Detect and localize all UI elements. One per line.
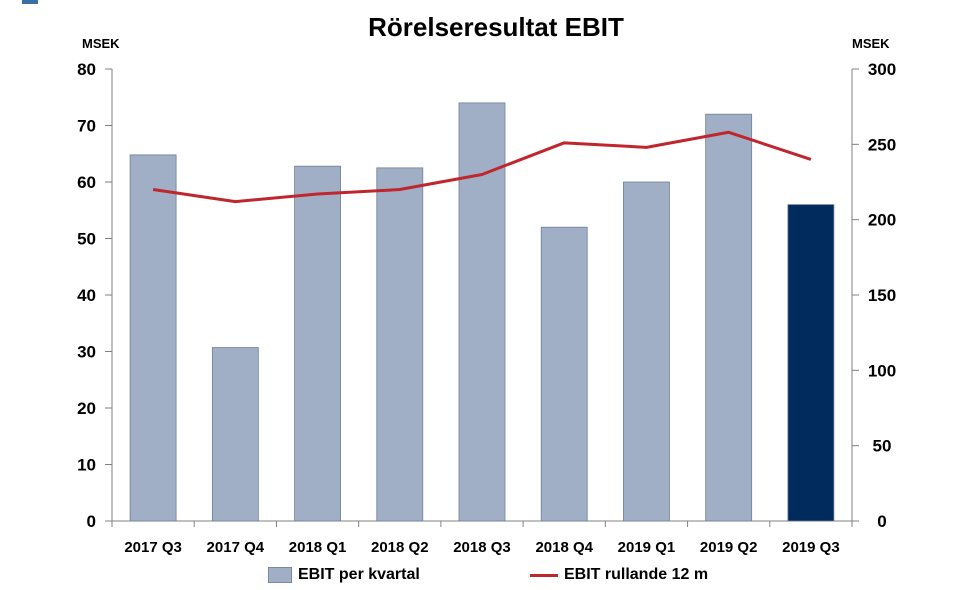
bar-ebit-per-kvartal xyxy=(376,167,424,522)
x-axis-category-label: 2018 Q3 xyxy=(453,539,511,556)
right-axis-tick-label: 250 xyxy=(868,135,896,154)
x-axis-category-label: 2019 Q3 xyxy=(782,539,840,556)
right-axis-tick-label: 300 xyxy=(868,60,896,79)
line-ebit-rullande-12m xyxy=(152,130,812,204)
bar-ebit-per-kvartal xyxy=(294,165,341,522)
left-axis-tick-label: 30 xyxy=(77,343,96,362)
bar-ebit-per-kvartal xyxy=(787,204,835,522)
bar-ebit-per-kvartal xyxy=(129,154,177,522)
bar-ebit-per-kvartal xyxy=(623,181,670,522)
left-axis-tick-label: 40 xyxy=(77,286,96,305)
legend-item-bar-series: EBIT per kvartal xyxy=(268,566,420,584)
right-axis-tick-label: 150 xyxy=(868,286,896,305)
right-axis-tick-label: 200 xyxy=(868,211,896,230)
left-axis-tick-label: 60 xyxy=(77,173,96,192)
left-axis-tick-label: 0 xyxy=(87,512,96,531)
corner-decoration xyxy=(22,0,38,4)
right-axis-tick-label: 100 xyxy=(868,361,896,380)
right-axis-tick-label: 50 xyxy=(873,437,892,456)
x-axis-category-label: 2019 Q2 xyxy=(700,539,758,556)
x-axis-category-label: 2019 Q1 xyxy=(618,539,676,556)
legend-bar-swatch xyxy=(268,567,292,583)
chart-legend: EBIT per kvartal EBIT rullande 12 m xyxy=(0,566,967,586)
x-axis-category-label: 2018 Q2 xyxy=(371,539,429,556)
left-axis-unit-label: MSEK xyxy=(82,36,120,51)
chart-title: Rörelseresultat EBIT xyxy=(368,12,624,42)
x-axis-category-label: 2018 Q4 xyxy=(535,539,593,556)
bar-ebit-per-kvartal xyxy=(705,113,753,522)
legend-line-label: EBIT rullande 12 m xyxy=(564,566,709,583)
x-axis-category-label: 2018 Q1 xyxy=(289,539,347,556)
left-axis-tick-label: 70 xyxy=(77,117,96,136)
legend-line-swatch xyxy=(530,573,558,577)
left-axis-tick-label: 10 xyxy=(77,456,96,475)
right-axis-tick-label: 0 xyxy=(877,512,886,531)
bar-ebit-per-kvartal xyxy=(211,347,259,522)
bar-ebit-per-kvartal xyxy=(458,102,506,522)
left-axis-tick-label: 80 xyxy=(77,60,96,79)
right-axis-unit-label: MSEK xyxy=(852,36,890,51)
bar-ebit-per-kvartal xyxy=(540,226,588,522)
chart-plot-area: 0 10 20 30 40 50 60 70 80 0 50 100 150 200 250 300 2017 … xyxy=(77,60,896,556)
x-axis-category-label: 2017 Q3 xyxy=(124,539,182,556)
left-axis-tick-label: 50 xyxy=(77,230,96,249)
legend-bar-label: EBIT per kvartal xyxy=(298,566,420,583)
legend-item-line-series: EBIT rullande 12 m xyxy=(530,566,708,584)
x-axis-category-label: 2017 Q4 xyxy=(207,539,265,556)
left-axis-tick-label: 20 xyxy=(77,399,96,418)
